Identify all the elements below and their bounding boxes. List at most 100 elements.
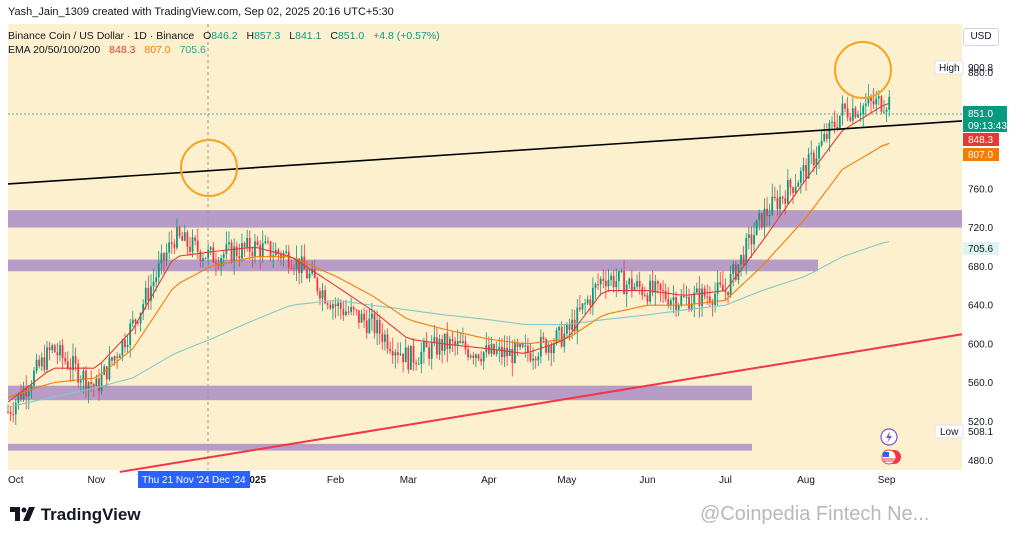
- candle-73: [196, 228, 199, 260]
- candle-255: [669, 297, 672, 310]
- candle-182: [480, 350, 483, 366]
- candle-232: [610, 272, 612, 287]
- candle-body: [144, 287, 147, 305]
- candle-123: [326, 301, 329, 310]
- candle-227: [597, 273, 599, 290]
- candle-327: [857, 110, 859, 119]
- candle-338: [885, 106, 888, 123]
- candle-body: [189, 246, 191, 252]
- candle-body: [875, 98, 878, 105]
- candle-167: [441, 334, 444, 364]
- candle-body: [129, 323, 132, 346]
- candle-body: [885, 109, 888, 112]
- candle-100: [267, 236, 269, 245]
- candle-body: [150, 286, 152, 301]
- candle-136: [360, 309, 363, 324]
- candle-205: [539, 329, 542, 364]
- candle-body: [293, 268, 295, 270]
- candle-157: [415, 359, 418, 371]
- candle-149: [394, 348, 397, 369]
- candle-116: [308, 268, 311, 283]
- tradingview-logo-text: TradingView: [40, 505, 141, 524]
- candle-147: [389, 341, 392, 355]
- symbol-title[interactable]: Binance Coin / US Dollar · 1D · Binance: [8, 30, 195, 42]
- candle-body: [714, 293, 716, 305]
- candle-body: [802, 165, 805, 171]
- candle-188: [495, 341, 498, 357]
- candle-4: [17, 392, 20, 410]
- candle-8: [27, 384, 30, 410]
- candle-body: [524, 345, 527, 347]
- candle-46: [126, 334, 129, 354]
- candle-39: [108, 345, 111, 382]
- watermark-text: @Coinpedia Fintech Ne...: [700, 503, 930, 525]
- us-flag-icon[interactable]: [881, 449, 901, 465]
- candle-267: [701, 283, 703, 317]
- candle-109: [290, 259, 293, 270]
- candle-body: [784, 198, 787, 204]
- candle-body: [389, 348, 392, 352]
- change-value: +4.8 (+0.57%): [373, 30, 440, 42]
- candle-body: [480, 358, 483, 362]
- candle-body: [737, 264, 740, 280]
- candle-body: [797, 182, 800, 187]
- candle-53: [144, 280, 147, 310]
- candle-30: [85, 365, 87, 398]
- candle-174: [459, 332, 462, 344]
- candle-208: [547, 341, 550, 361]
- candle-29: [82, 367, 85, 394]
- candle-body: [727, 291, 729, 296]
- candle-body: [451, 339, 454, 341]
- candle-325: [851, 95, 854, 125]
- candle-246: [646, 292, 649, 306]
- currency-button[interactable]: USD: [963, 28, 999, 46]
- candle-body: [191, 237, 194, 252]
- candle-137: [363, 307, 366, 328]
- candle-26: [74, 347, 77, 372]
- candle-body: [563, 333, 566, 347]
- candle-82: [220, 254, 223, 276]
- ema-label[interactable]: EMA 20/50/100/200: [8, 44, 101, 56]
- tradingview-logo[interactable]: TradingView: [10, 505, 141, 525]
- time-tick-1: Nov: [87, 475, 105, 486]
- ema20-tag-value: 848.3: [968, 135, 993, 146]
- candle-body: [651, 280, 654, 293]
- candle-body: [859, 114, 862, 116]
- candle-313: [820, 130, 823, 148]
- candle-body: [313, 269, 316, 279]
- candle-body: [732, 264, 735, 274]
- candle-body: [498, 346, 501, 351]
- candle-159: [420, 342, 423, 374]
- candle-body: [430, 343, 433, 359]
- ema20-tag: [963, 133, 999, 146]
- candle-body: [423, 341, 425, 352]
- candle-body: [306, 269, 308, 279]
- candle-body: [462, 341, 464, 344]
- candle-287: [753, 222, 755, 253]
- candle-body: [560, 326, 563, 347]
- candle-52: [142, 299, 145, 321]
- candle-body: [342, 308, 345, 316]
- candle-body: [79, 380, 82, 383]
- candle-body: [386, 334, 389, 349]
- zone-2: [8, 385, 752, 401]
- candle-210: [552, 338, 555, 363]
- plot-background: [8, 24, 962, 470]
- candle-219: [576, 298, 579, 345]
- candle-body: [701, 288, 703, 306]
- candle-body: [74, 356, 77, 364]
- candle-body: [235, 246, 238, 257]
- candle-194: [511, 340, 514, 377]
- candle-body: [539, 337, 542, 357]
- candle-209: [550, 342, 553, 366]
- candle-body: [397, 352, 399, 355]
- candle-body: [883, 111, 885, 113]
- candle-87: [233, 238, 236, 275]
- candle-body: [880, 96, 883, 112]
- candle-body: [9, 412, 12, 415]
- candle-260: [682, 283, 685, 299]
- lightning-icon[interactable]: [880, 428, 898, 446]
- candle-body: [142, 304, 145, 313]
- candle-11: [35, 353, 38, 374]
